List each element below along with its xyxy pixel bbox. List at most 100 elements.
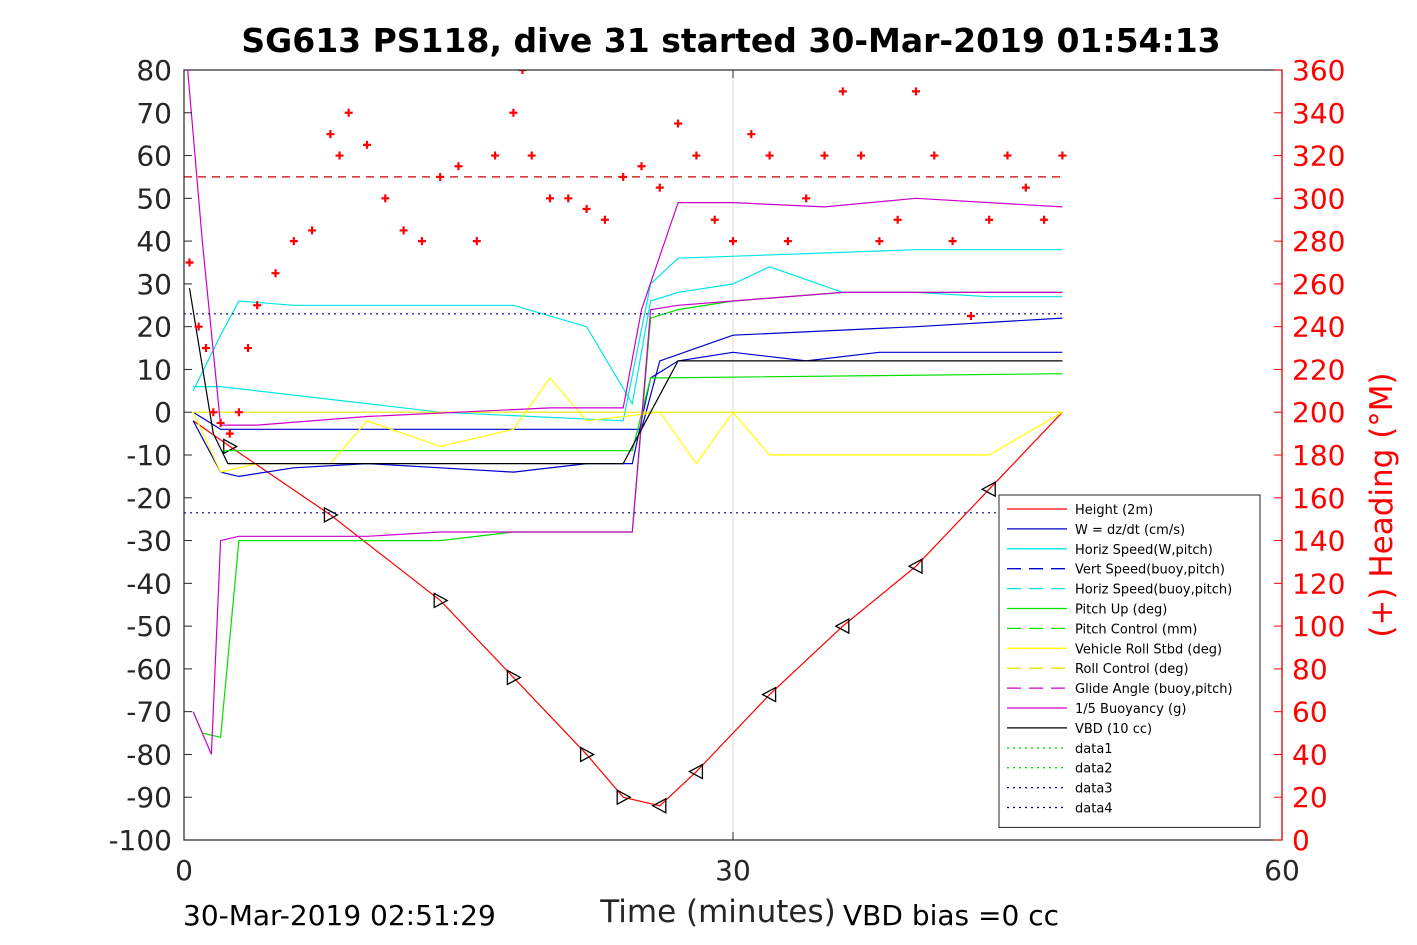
legend: Height (2m) W = dz/dt (cm/s) Horiz Speed(W…	[998, 494, 1261, 828]
y-tick-label: -20	[126, 482, 172, 515]
height-marker	[688, 763, 704, 780]
y-tick-label: -70	[126, 696, 172, 729]
right-y-tick-label: 240	[1292, 311, 1345, 344]
legend-label: VBD (10 cc)	[1075, 722, 1152, 737]
legend-label: data2	[1075, 762, 1113, 777]
heading-point	[216, 418, 225, 427]
heading-point	[1003, 151, 1012, 160]
height-marker	[579, 746, 595, 763]
heading-point	[783, 237, 792, 246]
legend-label: Vehicle Roll Stbd (deg)	[1075, 642, 1222, 657]
heading-point	[912, 87, 920, 96]
heading-point	[234, 408, 243, 417]
heading-point	[201, 344, 210, 353]
series-horiz-speed-buoy-pitch	[193, 249, 1063, 422]
y-tick-label: 50	[136, 182, 172, 215]
y-tick-label: -30	[126, 525, 172, 558]
heading-point	[710, 215, 719, 224]
series-glide-angle-buoy-pitch	[192, 291, 1063, 755]
right-y-tick-label: 0	[1292, 824, 1310, 857]
legend-label: Roll Control (deg)	[1075, 662, 1189, 677]
heading-point	[857, 151, 866, 160]
legend-label: Horiz Speed(W,pitch)	[1075, 543, 1213, 558]
height-marker	[907, 558, 923, 575]
y-tick-label: 80	[136, 54, 172, 87]
heading-point	[194, 322, 203, 331]
legend-label: Vert Speed(buoy,pitch)	[1075, 563, 1225, 578]
heading-point	[344, 108, 353, 117]
heading-point	[802, 194, 811, 203]
right-y-tick-label: 320	[1292, 140, 1345, 173]
y-tick-label: -80	[126, 738, 172, 771]
right-y-tick-label: 280	[1292, 225, 1345, 258]
y-tick-label: 0	[154, 396, 172, 429]
heading-point	[326, 130, 335, 139]
y-tick-label: -50	[126, 610, 172, 643]
series-vbd-10-cc	[188, 288, 1063, 465]
y-tick-label: 20	[136, 311, 172, 344]
heading-point	[454, 162, 463, 171]
heading-point	[875, 237, 884, 246]
y-tick-label: 40	[136, 225, 172, 258]
height-marker	[834, 618, 850, 635]
height-marker	[433, 592, 449, 609]
heading-point	[948, 237, 957, 246]
height-marker	[323, 506, 339, 523]
heading-point	[637, 162, 646, 171]
legend-label: data4	[1075, 802, 1113, 817]
heading-point	[893, 215, 902, 224]
heading-point	[582, 205, 591, 214]
heading-point	[546, 194, 554, 203]
right-y-tick-label: 80	[1292, 653, 1328, 686]
heading-point	[747, 130, 756, 139]
heading-point	[271, 269, 280, 278]
heading-point	[527, 151, 536, 160]
heading-point	[225, 429, 234, 438]
legend-label: Pitch Up (deg)	[1075, 603, 1167, 618]
heading-point	[381, 194, 390, 203]
heading-point	[491, 151, 500, 160]
legend-label: data3	[1075, 782, 1113, 797]
heading-point	[417, 237, 426, 246]
heading-point	[838, 87, 847, 96]
legend-label: W = dz/dt (cm/s)	[1075, 523, 1185, 538]
y-tick-label: -60	[126, 653, 172, 686]
heading-point	[966, 311, 975, 320]
heading-point	[729, 237, 737, 246]
y-tick-label: -40	[126, 567, 172, 600]
right-y-tick-label: 300	[1292, 182, 1345, 215]
right-y-tick-label: 20	[1292, 781, 1328, 814]
heading-point	[472, 237, 481, 246]
legend-label: Pitch Control (mm)	[1075, 622, 1197, 637]
right-y-tick-label: 160	[1292, 482, 1345, 515]
y-tick-label: -90	[126, 781, 172, 814]
heading-point	[1040, 215, 1049, 224]
heading-point	[930, 151, 939, 160]
series-vert-speed-buoy-pitch	[192, 317, 1063, 430]
legend-label: Horiz Speed(buoy,pitch)	[1075, 583, 1232, 598]
heading-point	[363, 140, 371, 149]
right-y-tick-label: 120	[1292, 567, 1345, 600]
height-markers	[223, 438, 996, 814]
y-tick-label: 60	[136, 140, 172, 173]
y-tick-label: -100	[108, 824, 172, 857]
heading-point	[1058, 151, 1067, 160]
y-tick-label: -10	[126, 439, 172, 472]
heading-point	[289, 237, 298, 246]
height-marker	[223, 438, 239, 455]
heading-point	[253, 301, 262, 310]
chart-title: SG613 PS118, dive 31 started 30-Mar-2019…	[241, 21, 1220, 60]
heading-point	[692, 151, 701, 160]
x-tick-label: 60	[1264, 854, 1300, 887]
heading-point	[600, 215, 609, 224]
legend-label: 1/5 Buoyancy (g)	[1075, 702, 1186, 717]
right-y-tick-label: 100	[1292, 610, 1345, 643]
height-marker	[980, 481, 996, 498]
series-w-dz-dt-cm-s	[192, 351, 1063, 478]
height-marker	[761, 686, 777, 703]
heading-point	[619, 172, 628, 181]
legend-label: data1	[1075, 742, 1113, 757]
right-y-axis-label: (+) Heading (°M)	[1364, 372, 1400, 637]
heading-point	[436, 172, 445, 181]
